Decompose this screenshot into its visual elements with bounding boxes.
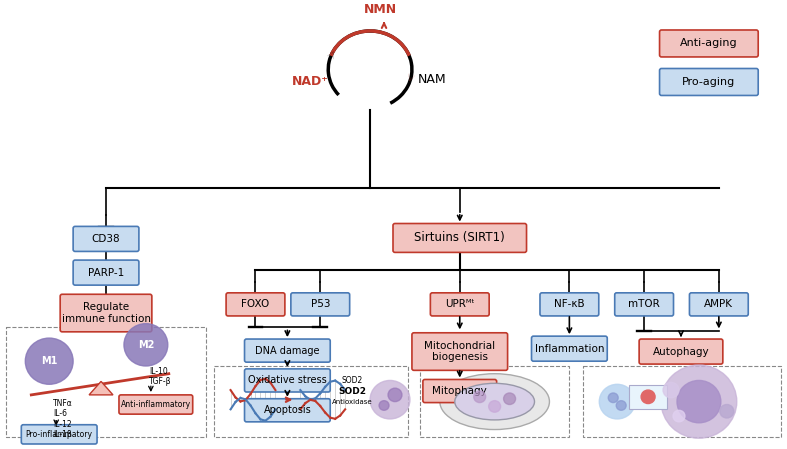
Text: Mitochondrial
biogenesis: Mitochondrial biogenesis [424,341,495,362]
Text: SOD2: SOD2 [342,376,363,385]
Text: Autophagy: Autophagy [652,347,709,357]
Text: M1: M1 [41,356,57,366]
Text: mTOR: mTOR [628,299,660,309]
FancyBboxPatch shape [639,339,722,364]
Text: Apoptosis: Apoptosis [264,405,311,415]
Text: Antioxidase: Antioxidase [332,399,372,405]
FancyBboxPatch shape [245,339,331,362]
Ellipse shape [455,383,534,420]
Text: AMPK: AMPK [704,299,733,309]
Text: Oxidative stress: Oxidative stress [248,375,327,385]
Polygon shape [89,381,113,395]
Text: Pro-inflammatory: Pro-inflammatory [26,430,93,439]
Text: M2: M2 [138,340,154,350]
Circle shape [673,410,685,422]
Circle shape [641,390,655,404]
Text: TNFα
IL-6
IL-12
IL-1β: TNFα IL-6 IL-12 IL-1β [54,399,73,439]
FancyBboxPatch shape [291,293,349,316]
Circle shape [720,405,733,418]
Text: NAM: NAM [418,73,446,86]
Circle shape [379,401,389,410]
FancyBboxPatch shape [245,399,331,422]
FancyBboxPatch shape [119,395,193,414]
FancyBboxPatch shape [660,30,758,57]
FancyBboxPatch shape [245,369,331,392]
Text: Anti-aging: Anti-aging [680,39,737,48]
Circle shape [599,384,635,419]
Circle shape [663,383,679,398]
Circle shape [388,388,402,401]
FancyBboxPatch shape [423,379,497,403]
Circle shape [504,393,515,405]
Text: NAD⁺: NAD⁺ [292,75,329,88]
Text: UPRᴹᵗ: UPRᴹᵗ [445,299,475,309]
Circle shape [616,401,626,410]
FancyBboxPatch shape [430,293,490,316]
Circle shape [677,380,721,423]
Text: NMN: NMN [364,3,397,16]
FancyBboxPatch shape [393,224,527,252]
FancyBboxPatch shape [615,293,674,316]
FancyBboxPatch shape [226,293,285,316]
Circle shape [124,324,168,366]
Circle shape [370,380,410,419]
FancyBboxPatch shape [583,366,781,437]
Circle shape [661,365,737,438]
FancyBboxPatch shape [73,260,139,285]
Text: Anti-inflammatory: Anti-inflammatory [120,400,191,409]
Circle shape [474,391,486,403]
Circle shape [608,393,619,403]
Text: DNA damage: DNA damage [255,346,320,356]
Ellipse shape [440,374,549,430]
FancyBboxPatch shape [689,293,748,316]
Circle shape [25,338,73,384]
Text: Inflammation: Inflammation [534,343,604,354]
Circle shape [489,401,501,412]
FancyBboxPatch shape [420,366,569,437]
FancyBboxPatch shape [531,336,608,361]
Text: Pro-aging: Pro-aging [682,77,736,87]
FancyBboxPatch shape [73,226,139,251]
FancyBboxPatch shape [660,69,758,96]
FancyBboxPatch shape [412,333,508,370]
FancyBboxPatch shape [60,294,152,332]
FancyBboxPatch shape [540,293,599,316]
FancyBboxPatch shape [6,327,205,437]
Text: FOXO: FOXO [242,299,270,309]
FancyBboxPatch shape [629,385,667,409]
Text: Sirtuins (SIRT1): Sirtuins (SIRT1) [415,231,505,244]
Text: SOD2: SOD2 [338,387,366,396]
Text: PARP-1: PARP-1 [88,268,124,277]
FancyBboxPatch shape [213,366,408,437]
Text: CD38: CD38 [92,234,120,244]
Text: NF-κB: NF-κB [554,299,585,309]
Text: Regulate
immune function: Regulate immune function [61,302,150,324]
Text: P53: P53 [311,299,330,309]
Text: Mitophagy: Mitophagy [432,386,487,396]
FancyBboxPatch shape [21,425,97,444]
Text: IL-10
TGF-β: IL-10 TGF-β [149,367,172,386]
